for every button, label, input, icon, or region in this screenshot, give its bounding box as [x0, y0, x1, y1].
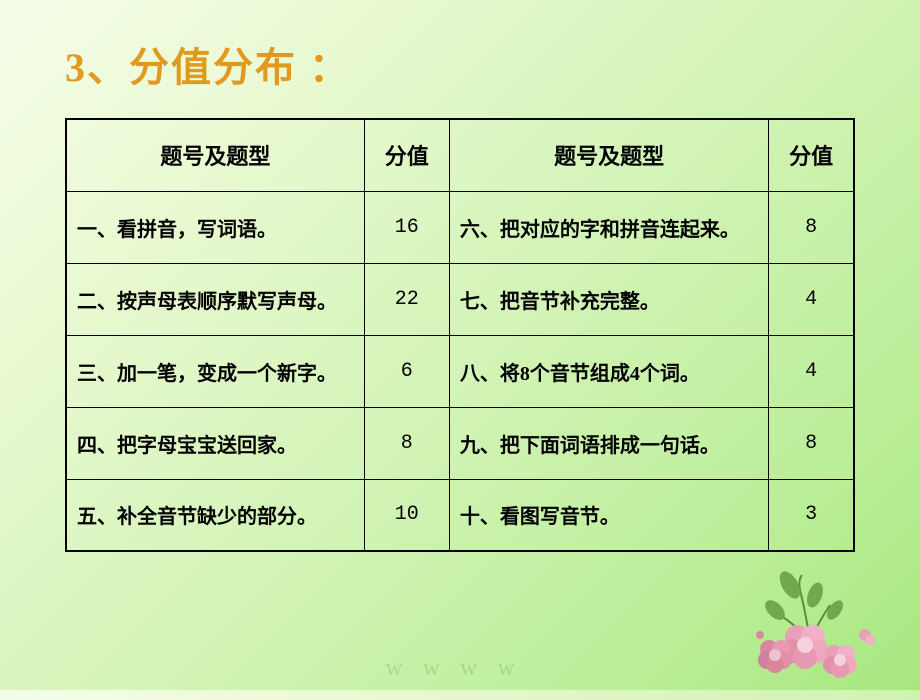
flower-decoration-icon — [720, 560, 900, 700]
cell-desc: 四、把字母宝宝送回家。 — [66, 407, 364, 479]
cell-desc: 七、把音节补充完整。 — [449, 263, 768, 335]
cell-desc: 十、看图写音节。 — [449, 479, 768, 551]
title-text: 分值分布 ： — [129, 45, 351, 90]
cell-desc: 八、将8个音节组成4个词。 — [449, 335, 768, 407]
table-row: 三、加一笔，变成一个新字。 6 八、将8个音节组成4个词。 4 — [66, 335, 854, 407]
table-header-row: 题号及题型 分值 题号及题型 分值 — [66, 119, 854, 191]
cell-desc: 二、按声母表顺序默写声母。 — [66, 263, 364, 335]
cell-score: 10 — [364, 479, 449, 551]
cell-score: 8 — [769, 191, 854, 263]
cell-score: 16 — [364, 191, 449, 263]
header-desc1: 题号及题型 — [66, 119, 364, 191]
cell-score: 8 — [769, 407, 854, 479]
watermark-text: wwww — [385, 655, 534, 682]
title-number: 3、 — [65, 45, 129, 90]
table-row: 二、按声母表顺序默写声母。 22 七、把音节补充完整。 4 — [66, 263, 854, 335]
cell-desc: 六、把对应的字和拼音连起来。 — [449, 191, 768, 263]
cell-desc: 五、补全音节缺少的部分。 — [66, 479, 364, 551]
cell-score: 4 — [769, 263, 854, 335]
cell-desc: 九、把下面词语排成一句话。 — [449, 407, 768, 479]
score-distribution-table: 题号及题型 分值 题号及题型 分值 一、看拼音，写词语。 16 六、把对应的字和… — [65, 118, 855, 552]
table-row: 一、看拼音，写词语。 16 六、把对应的字和拼音连起来。 8 — [66, 191, 854, 263]
cell-score: 3 — [769, 479, 854, 551]
cell-score: 4 — [769, 335, 854, 407]
cell-score: 8 — [364, 407, 449, 479]
table-row: 五、补全音节缺少的部分。 10 十、看图写音节。 3 — [66, 479, 854, 551]
cell-desc: 一、看拼音，写词语。 — [66, 191, 364, 263]
header-desc2: 题号及题型 — [449, 119, 768, 191]
cell-score: 22 — [364, 263, 449, 335]
score-table-container: 题号及题型 分值 题号及题型 分值 一、看拼音，写词语。 16 六、把对应的字和… — [65, 118, 855, 552]
header-score1: 分值 — [364, 119, 449, 191]
page-title: 3、分值分布 ： — [0, 0, 920, 93]
table-row: 四、把字母宝宝送回家。 8 九、把下面词语排成一句话。 8 — [66, 407, 854, 479]
cell-score: 6 — [364, 335, 449, 407]
cell-desc: 三、加一笔，变成一个新字。 — [66, 335, 364, 407]
header-score2: 分值 — [769, 119, 854, 191]
